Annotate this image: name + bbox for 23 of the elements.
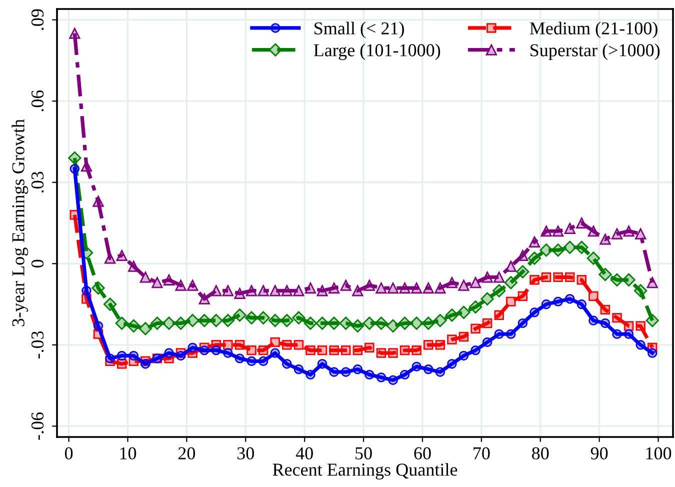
x-tick-label: 40	[296, 447, 313, 460]
x-tick-label: 100	[646, 447, 672, 460]
y-tick-label: 0	[31, 260, 44, 268]
x-axis-title: Recent Earnings Quantile	[272, 463, 458, 480]
x-tick-label: 30	[237, 447, 254, 460]
legend-label: Large (101-1000)	[314, 44, 440, 60]
x-tick-label: 0	[64, 447, 73, 460]
x-tick-label: 60	[414, 447, 431, 460]
y-tick-label: .03	[31, 172, 44, 192]
x-tick-label: 80	[532, 447, 549, 460]
y-tick-label: -.06	[31, 412, 44, 440]
x-tick-label: 50	[356, 447, 372, 460]
legend-label: Superstar (>1000)	[530, 44, 660, 60]
y-axis-title: 3-year Log Earnings Growth	[12, 119, 28, 326]
y-tick-label: .06	[31, 90, 44, 112]
legend-label: Small (< 21)	[314, 22, 404, 38]
x-tick-label: 20	[178, 447, 196, 460]
x-tick-label: 10	[120, 447, 136, 460]
legend-label: Medium (21-100)	[530, 22, 658, 38]
y-tick-label: .09	[31, 9, 44, 30]
y-tick-label: -.03	[31, 331, 44, 359]
x-tick-label: 70	[474, 447, 490, 460]
x-tick-label: 90	[590, 447, 608, 460]
